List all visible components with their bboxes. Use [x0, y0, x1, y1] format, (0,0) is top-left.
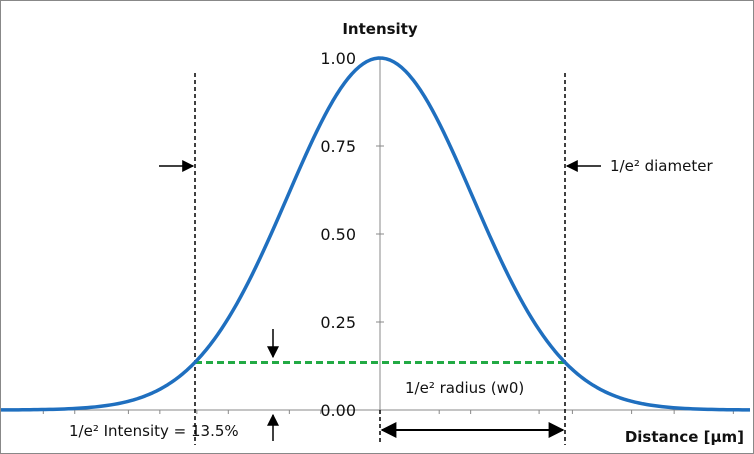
x-axis-title: Distance [µm]: [625, 428, 744, 446]
y-tick-label: 0.00: [320, 401, 356, 420]
y-axis-title: Intensity: [342, 20, 418, 38]
y-tick-label: 0.25: [320, 313, 356, 332]
y-tick-label: 1.00: [320, 49, 356, 68]
intensity-annotation: 1/e² Intensity = 13.5%: [69, 422, 239, 440]
y-tick-label: 0.75: [320, 137, 356, 156]
diameter-annotation: 1/e² diameter: [610, 157, 713, 175]
gaussian-curve: [1, 56, 751, 412]
y-tick-label: 0.50: [320, 225, 356, 244]
radius-annotation: 1/e² radius (w0): [405, 379, 524, 397]
